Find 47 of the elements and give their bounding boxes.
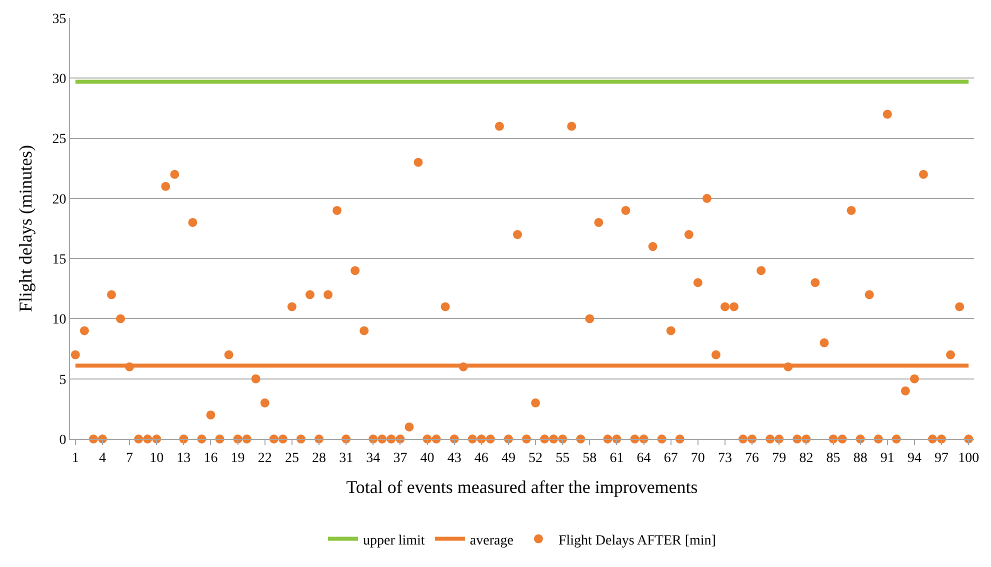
- x-tick-label: 64: [636, 450, 651, 466]
- x-tick-label: 79: [772, 450, 786, 466]
- x-tick-label: 13: [176, 450, 191, 466]
- x-tick-label: 94: [907, 450, 922, 466]
- x-tick-label: 28: [312, 450, 326, 466]
- x-tick-label: 37: [393, 450, 408, 466]
- x-tick-label: 4: [98, 450, 106, 466]
- y-axis-title: Flight delays (minutes): [15, 145, 36, 312]
- y-tick-label: 15: [52, 252, 66, 268]
- x-tick-label: 31: [339, 450, 354, 466]
- x-tick-label: 70: [690, 450, 705, 466]
- y-tick-label: 10: [52, 312, 66, 328]
- x-tick-label: 46: [474, 450, 488, 466]
- y-tick-label: 5: [59, 372, 66, 388]
- y-tick-label: 35: [52, 12, 66, 27]
- x-tick-label: 100: [958, 450, 980, 466]
- x-tick-label: 19: [230, 450, 245, 466]
- x-tick-label: 76: [745, 450, 760, 466]
- x-tick-label: 67: [664, 450, 678, 466]
- legend-label: Flight Delays AFTER [min]: [558, 533, 716, 548]
- x-tick-label: 43: [447, 450, 462, 466]
- x-tick-label: 61: [610, 450, 624, 466]
- x-tick-label: 25: [284, 450, 299, 466]
- x-tick-label: 91: [880, 450, 894, 466]
- x-tick-label: 55: [556, 450, 570, 466]
- x-tick-label: 85: [826, 450, 840, 466]
- x-tick-label: 16: [204, 450, 218, 466]
- x-tick-label: 49: [501, 450, 516, 466]
- x-tick-label: 82: [799, 450, 814, 466]
- x-axis-title: Total of events measured after the improvements: [346, 476, 698, 497]
- y-tick-label: 20: [52, 192, 66, 208]
- x-tick-label: 73: [718, 450, 732, 466]
- legend-label: upper limit: [363, 533, 425, 548]
- x-tick-label: 7: [126, 450, 134, 466]
- x-tick-label: 58: [582, 450, 597, 466]
- x-tick-label: 22: [258, 450, 272, 466]
- x-tick-label: 10: [150, 450, 164, 466]
- x-tick-label: 1: [72, 450, 79, 466]
- y-tick-label: 30: [52, 72, 66, 88]
- x-tick-label: 88: [853, 450, 868, 466]
- x-tick-label: 40: [420, 450, 434, 466]
- y-tick-label: 0: [59, 432, 66, 448]
- x-tick-label: 34: [366, 450, 380, 466]
- y-tick-label: 25: [52, 132, 66, 148]
- legend-label: average: [470, 533, 514, 548]
- x-tick-label: 97: [934, 450, 949, 466]
- x-tick-label: 52: [528, 450, 543, 466]
